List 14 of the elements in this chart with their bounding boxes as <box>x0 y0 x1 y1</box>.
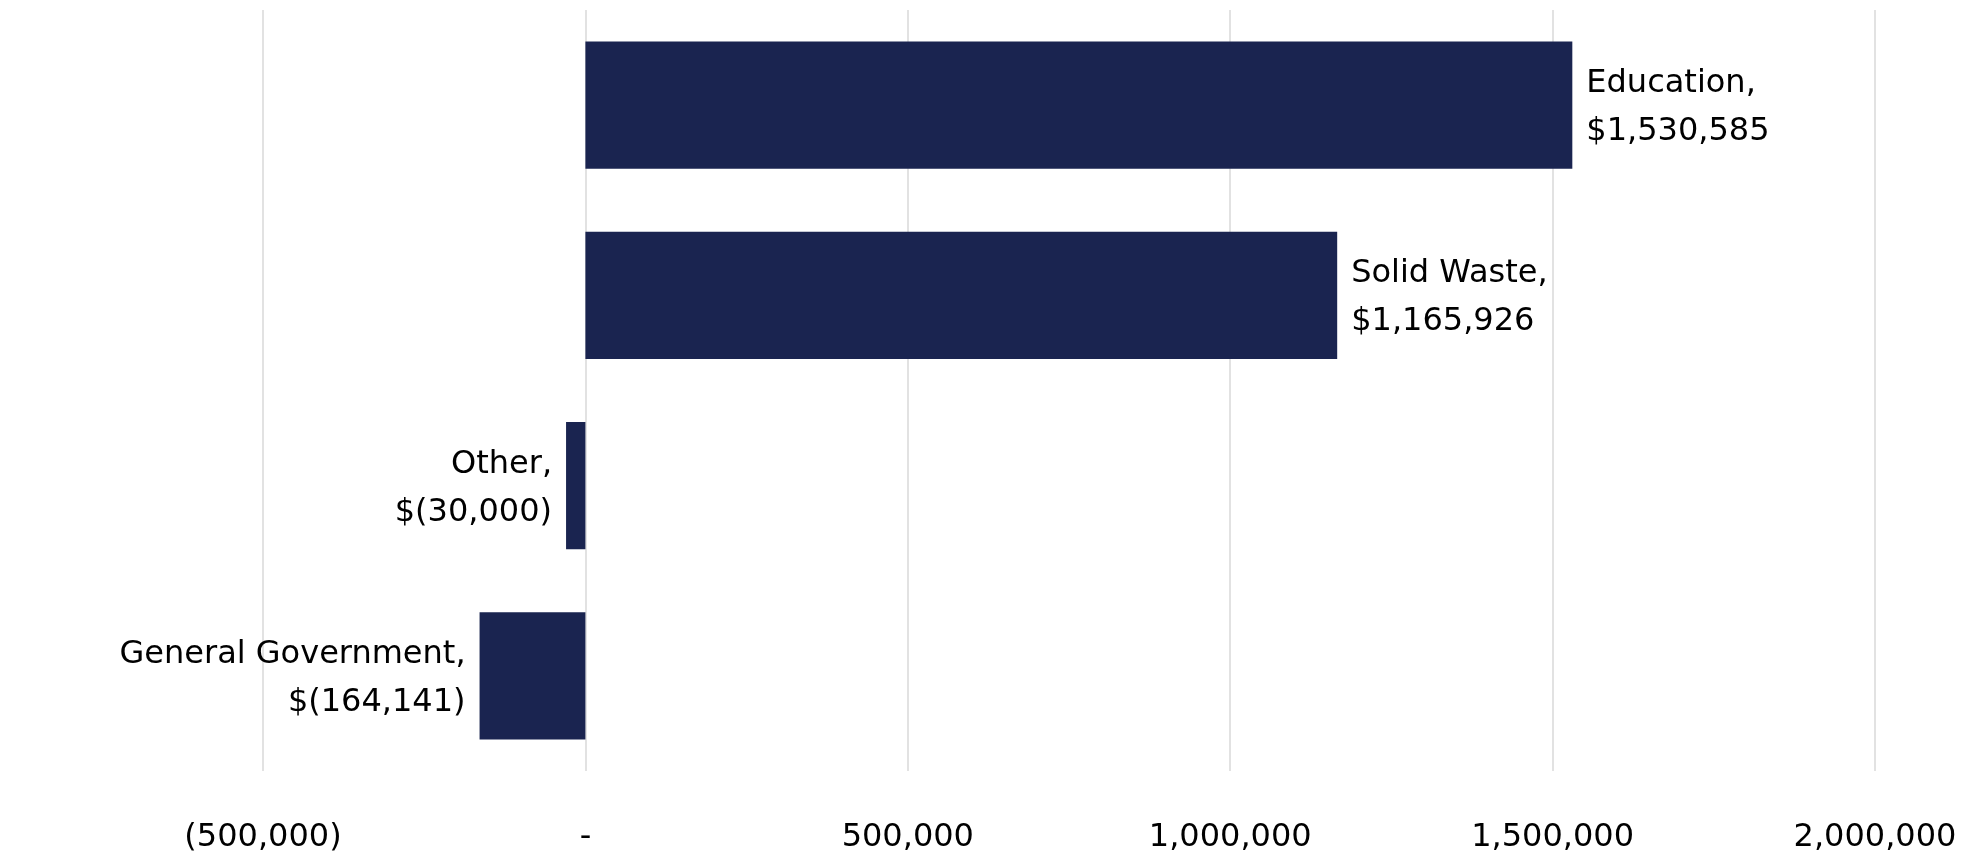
x-tick-label: 1,000,000 <box>1148 816 1312 854</box>
data-label: Education, $1,530,585 <box>1586 62 1770 149</box>
x-tick-label: 2,000,000 <box>1793 816 1957 854</box>
bar <box>479 612 586 740</box>
bar <box>566 421 586 550</box>
data-label: Solid Waste, $1,165,926 <box>1351 252 1548 339</box>
data-label: Other, $(30,000) <box>394 442 553 529</box>
x-tick-label: (500,000) <box>184 816 342 854</box>
x-tick-label: 1,500,000 <box>1471 816 1635 854</box>
bar <box>585 231 1338 360</box>
data-label: General Government, $(164,141) <box>119 632 466 719</box>
bar <box>585 41 1573 169</box>
x-tick-label: 500,000 <box>841 816 974 854</box>
x-tick-label: - <box>579 816 592 854</box>
